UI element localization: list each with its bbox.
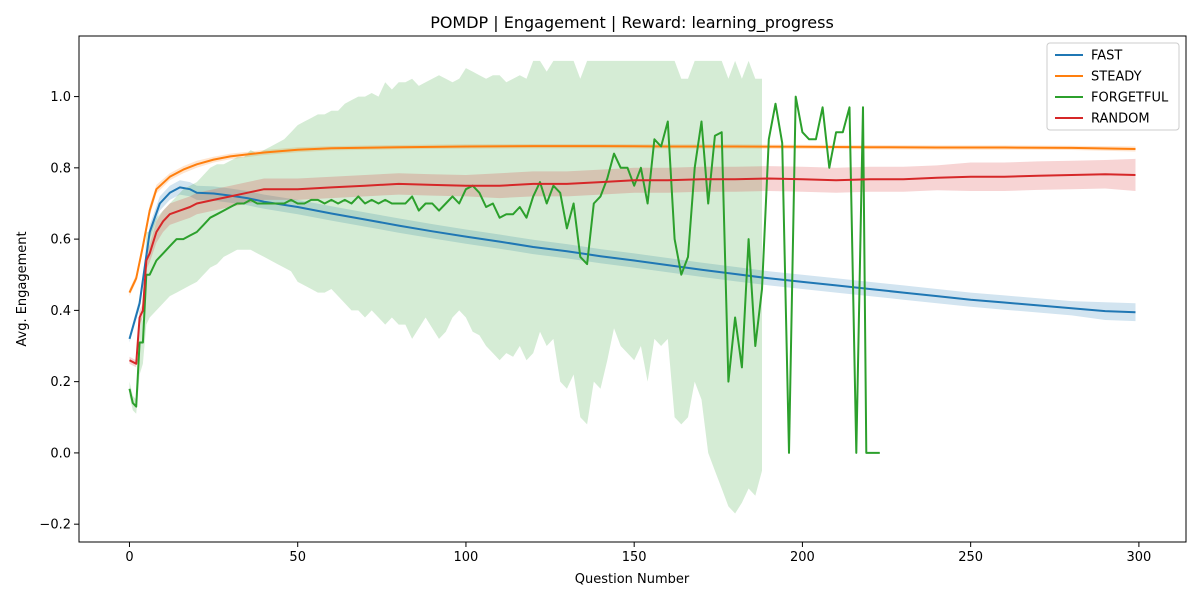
y-tick-label: 0.6 <box>50 233 71 248</box>
y-tick-label: 0.2 <box>50 375 71 390</box>
x-tick-label: 0 <box>125 550 133 565</box>
x-tick-label: 300 <box>1126 550 1151 565</box>
fast-line <box>128 186 1136 340</box>
legend-label-fast: FAST <box>1091 49 1122 64</box>
x-tick-label: 100 <box>454 550 479 565</box>
x-tick-label: 150 <box>622 550 647 565</box>
random-line <box>129 173 1136 365</box>
x-tick-label: 50 <box>289 550 306 565</box>
confidence-bands <box>129 60 1136 514</box>
series-lines <box>128 95 1136 454</box>
x-tick-label: 250 <box>958 550 983 565</box>
legend: FAST STEADY FORGETFUL RANDOM <box>1046 42 1180 131</box>
forgetful-confidence-band <box>129 60 762 514</box>
forgetful-line <box>128 95 880 454</box>
legend-label-steady: STEADY <box>1091 70 1142 85</box>
x-axis-ticks: 0 50 100 150 200 250 300 <box>125 542 1151 565</box>
y-axis-label: Avg. Engagement <box>15 231 30 346</box>
y-axis-ticks: −0.2 0.0 0.2 0.4 0.6 0.8 1.0 <box>39 90 79 533</box>
plot-frame <box>78 35 1187 543</box>
x-axis-label: Question Number <box>575 572 690 587</box>
y-tick-label: 0.8 <box>50 161 71 176</box>
y-tick-label: 1.0 <box>50 90 71 105</box>
random-confidence-band <box>129 158 1136 368</box>
y-tick-label: −0.2 <box>39 518 71 533</box>
steady-confidence-band <box>129 144 1136 297</box>
y-tick-label: 0.0 <box>50 446 71 461</box>
legend-label-forgetful: FORGETFUL <box>1091 91 1169 106</box>
x-tick-label: 200 <box>790 550 815 565</box>
legend-box <box>1046 42 1180 131</box>
y-tick-label: 0.4 <box>50 304 71 319</box>
steady-line <box>128 145 1136 294</box>
chart-title: POMDP | Engagement | Reward: learning_pr… <box>430 13 834 33</box>
fast-confidence-band <box>129 180 1136 343</box>
legend-label-random: RANDOM <box>1091 112 1150 127</box>
